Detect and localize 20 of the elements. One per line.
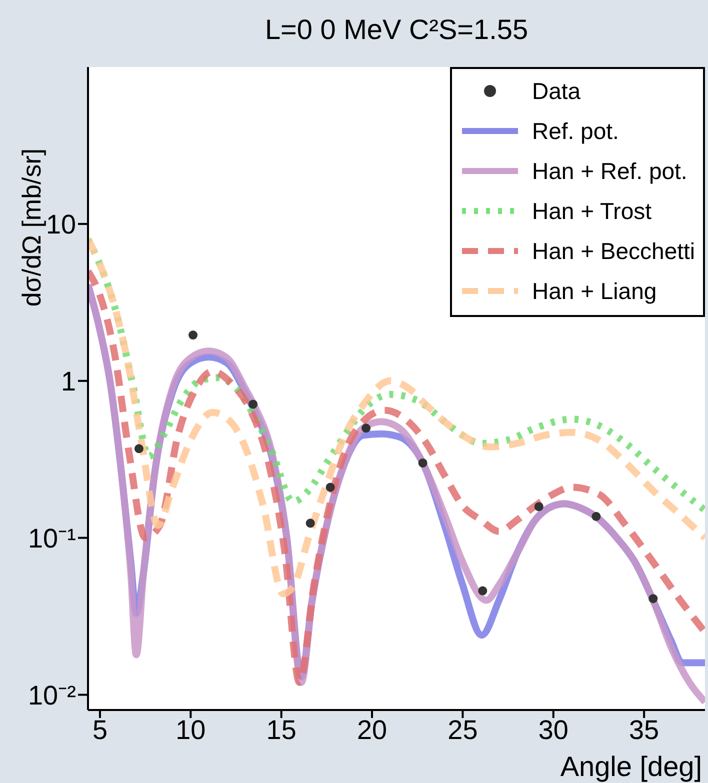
x-tick-label: 10: [176, 715, 206, 746]
x-tick-label: 20: [356, 715, 388, 746]
y-tick-label: 1: [60, 366, 76, 396]
legend-label: Han + Becchetti: [532, 238, 695, 264]
x-tick-label: 15: [266, 715, 296, 746]
y-tick-label: 10⁻¹: [28, 523, 76, 554]
legend-label: Ref. pot.: [532, 118, 619, 144]
x-tick-label: 35: [629, 715, 660, 746]
x-tick-label: 30: [538, 715, 568, 746]
y-tick-label: 10: [46, 210, 76, 240]
x-axis-title: Angle [deg]: [560, 751, 702, 783]
chart-title: L=0 0 MeV C²S=1.55: [264, 14, 530, 46]
x-tick-label: 25: [448, 715, 478, 746]
legend-label: Han + Trost: [532, 198, 652, 224]
legend-label: Han + Liang: [532, 278, 657, 304]
y-axis-title: dσ/dΩ [mb/sr]: [16, 148, 48, 306]
x-tick-label: 5: [92, 715, 108, 746]
legend-label: Han + Ref. pot.: [532, 158, 688, 184]
legend-label: Data: [532, 78, 581, 104]
y-tick-label: 10⁻²: [28, 680, 76, 710]
